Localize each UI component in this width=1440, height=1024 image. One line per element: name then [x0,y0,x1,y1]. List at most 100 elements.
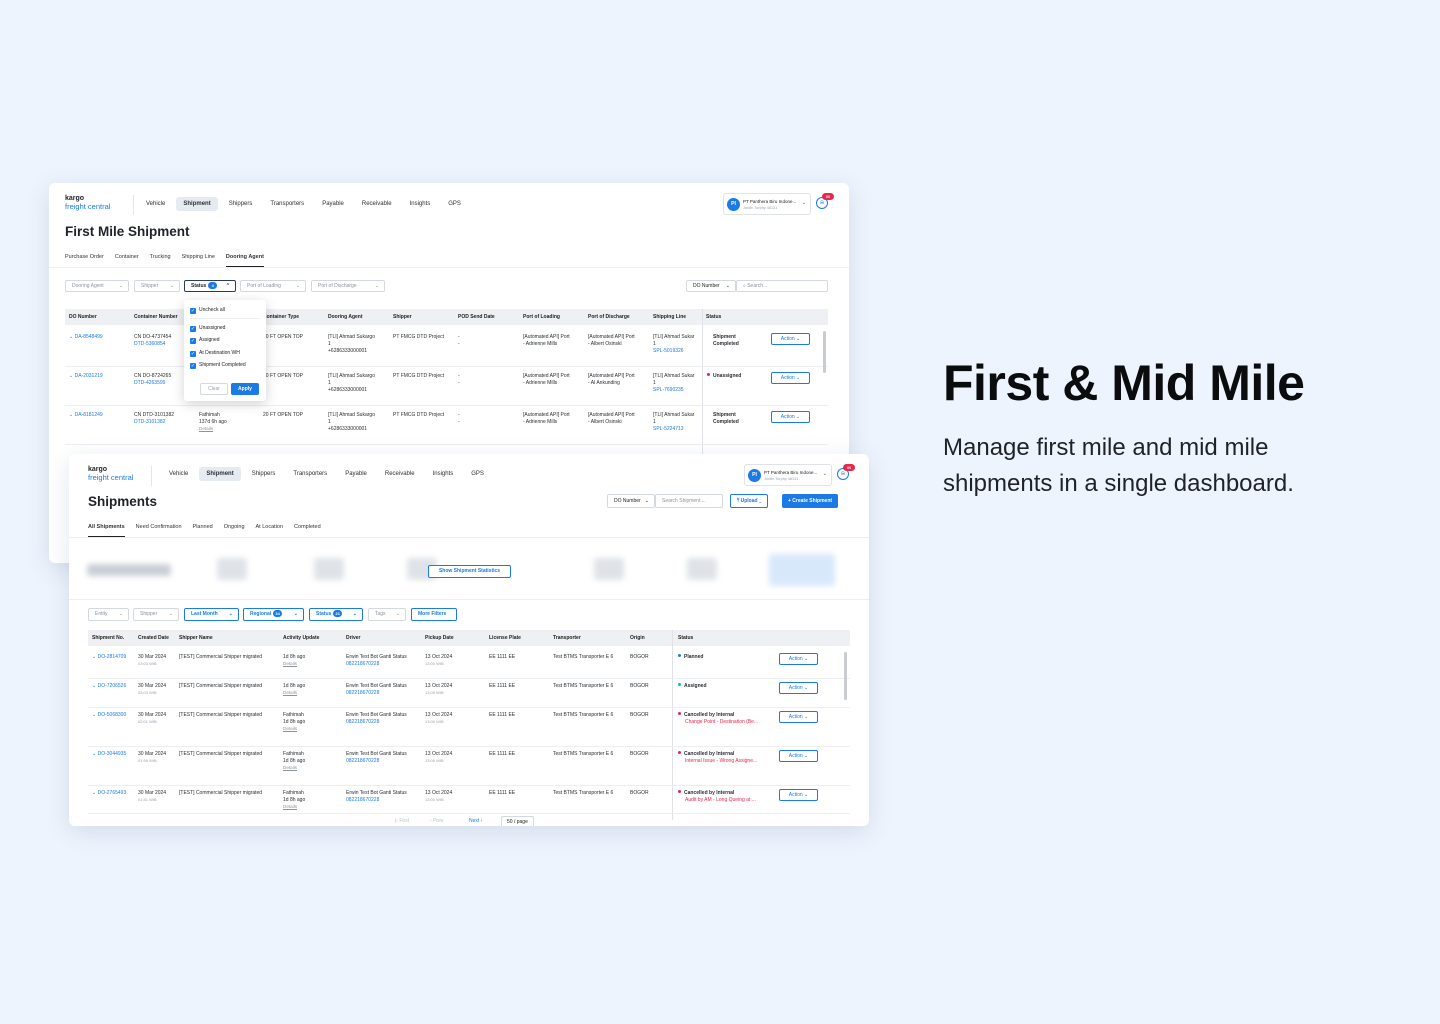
col-container-number[interactable]: Container Number [134,314,178,320]
details-link[interactable]: Details [283,765,298,770]
tab-shipping-line[interactable]: Shipping Line [181,254,215,260]
details-link[interactable]: Details [283,661,298,666]
details-link[interactable]: Details [283,804,298,809]
next-page-button[interactable]: Next › [469,818,483,824]
col-container-type[interactable]: Container Type [263,314,300,320]
status-filter[interactable]: Status 4 ⌃ [184,280,236,292]
clear-button[interactable]: Clear [200,383,228,395]
shipment-search-input[interactable]: Search Shipment ... [655,494,723,508]
menu-receivable[interactable]: Receivable [361,201,392,207]
menu-transporters[interactable]: Transporters [293,471,328,477]
menu-transporters[interactable]: Transporters [270,201,305,207]
spl-link[interactable]: SPL-5019326 [653,348,684,354]
show-statistics-button[interactable]: Show Shipment Statistics [428,565,511,578]
menu-insights[interactable]: Insights [432,471,454,477]
col-shipper-name[interactable]: Shipper Name [179,635,213,641]
col-pickup-date[interactable]: Pickup Date [425,635,454,641]
menu-gps[interactable]: GPS [471,471,484,477]
container-link[interactable]: DTD-4263599 [134,380,166,386]
action-button[interactable]: Action ⌄ [771,372,810,384]
details-link[interactable]: Details [283,726,298,731]
shipment-link[interactable]: ⌄ DO-2814709 [92,654,127,660]
menu-vehicle[interactable]: Vehicle [146,201,166,207]
company-switcher[interactable]: PI PT Panthera Biru Indone... Jordin Tor… [744,464,832,486]
table-scrollbar[interactable] [844,652,847,700]
shipment-link[interactable]: ⌄ DO-2765493 [92,790,127,796]
tab-dooring-agent[interactable]: Dooring Agent [225,254,264,267]
option-assigned[interactable]: ✓ Assigned [190,337,220,344]
tab-trucking[interactable]: Trucking [149,254,171,260]
menu-receivable[interactable]: Receivable [384,471,415,477]
menu-payable[interactable]: Payable [345,471,367,477]
first-page-button[interactable]: |‹ First [395,818,410,824]
search-by-select[interactable]: DO Number ⌄ [607,494,655,508]
menu-shippers[interactable]: Shippers [228,201,253,207]
do-number-link[interactable]: ⌄ DA-8181249 [69,412,103,418]
option-shipment-completed[interactable]: ✓ Shipment Completed [190,362,246,369]
col-port-of-loading[interactable]: Port of Loading [523,314,560,320]
driver-phone-link[interactable]: 082218670228 [346,661,380,667]
menu-shippers[interactable]: Shippers [251,471,276,477]
container-link[interactable]: DTD-3101382 [134,419,166,425]
menu-shipment[interactable]: Shipment [199,467,241,481]
action-button[interactable]: Action ⌄ [779,711,818,723]
action-button[interactable]: Action ⌄ [779,682,818,694]
menu-gps[interactable]: GPS [448,201,461,207]
menu-vehicle[interactable]: Vehicle [169,471,189,477]
action-button[interactable]: Action ⌄ [779,750,818,762]
tab-purchase-order[interactable]: Purchase Order [65,254,104,260]
tab-at-location[interactable]: At Location [255,524,284,530]
col-license-plate[interactable]: License Plate [489,635,521,641]
table-row[interactable]: ⌄ DO-7206526 30 Mar 2024 03:03 WIB [TEST… [88,679,850,708]
port-of-loading-filter[interactable]: Port of Loading ⌄ [240,280,306,292]
table-row[interactable]: ⌄ DO-5068300 30 Mar 2024 02:01 WIB [TEST… [88,708,850,747]
prev-page-button[interactable]: ‹ Prev [430,818,444,824]
dooring-agent-filter[interactable]: Dooring Agent ⌄ [65,280,129,292]
apply-button[interactable]: Apply [231,383,259,395]
col-origin[interactable]: Origin [630,635,645,641]
action-button[interactable]: Action ⌄ [771,333,810,345]
spl-link[interactable]: SPL-5224713 [653,426,684,432]
menu-shipment[interactable]: Shipment [176,197,218,211]
action-button[interactable]: Action ⌄ [771,411,810,423]
driver-phone-link[interactable]: 082218670228 [346,719,380,725]
menu-insights[interactable]: Insights [409,201,431,207]
brand-logo[interactable]: kargo freight central [88,466,134,482]
col-activity-update[interactable]: Activity Update [283,635,320,641]
col-shipment-no[interactable]: Shipment No. [92,635,125,641]
col-transporter[interactable]: Transporter [553,635,581,641]
col-shipping-line[interactable]: Shipping Line [653,314,687,320]
shipper-filter[interactable]: Shipper ⌄ [134,280,180,292]
driver-phone-link[interactable]: 082218670228 [346,758,380,764]
table-row[interactable]: ⌄ DA-8181249 CN DTD-3101382 DTD-3101382 … [65,407,828,445]
tab-container[interactable]: Container [114,254,139,260]
driver-phone-link[interactable]: 082218670228 [346,797,380,803]
table-scrollbar[interactable] [823,331,826,373]
shipment-link[interactable]: ⌄ DO-7206526 [92,683,127,689]
tab-all-shipments[interactable]: All Shipments [88,524,125,537]
table-row[interactable]: ⌄ DO-2814709 30 Mar 2024 03:03 WIB [TEST… [88,650,850,679]
col-shipper[interactable]: Shipper [393,314,412,320]
shipper-filter[interactable]: Shipper ⌄ [133,608,179,621]
table-row[interactable]: ⌄ DA-8548499 CN DO-4737454 DTD-5360854 2… [65,329,828,367]
action-button[interactable]: Action ⌄ [779,653,818,665]
period-filter[interactable]: Last Month ⌄ [184,608,239,621]
upload-button[interactable]: ⤒ Upload ⌄ [730,494,769,508]
port-of-discharge-filter[interactable]: Port of Discharge ⌄ [311,280,385,292]
spl-link[interactable]: SPL-7690235 [653,387,684,393]
regional-filter[interactable]: Regional 34 ⌄ [243,608,304,621]
col-port-of-discharge[interactable]: Port of Discharge [588,314,630,320]
create-shipment-button[interactable]: + Create Shipment [782,494,839,508]
col-status[interactable]: Status [706,314,722,320]
shipment-link[interactable]: ⌄ DO-5068300 [92,712,127,718]
tab-completed[interactable]: Completed [294,524,321,530]
action-button[interactable]: Action ⌄ [779,789,818,801]
brand-logo[interactable]: kargo freight central [65,195,111,211]
uncheck-all-option[interactable]: ✓ Uncheck all [190,307,225,314]
table-row[interactable]: ⌄ DO-2765493 30 Mar 2024 01:51 WIB [TEST… [88,786,850,814]
option-unassigned[interactable]: ✓ Unassigned [190,325,226,332]
search-by-select[interactable]: DO Number ⌄ [686,280,736,292]
company-switcher[interactable]: PI PT Panthera Biru Indone... Jordin Tor… [723,193,811,215]
more-filters-button[interactable]: More Filters [411,608,457,621]
col-status[interactable]: Status [678,635,694,641]
